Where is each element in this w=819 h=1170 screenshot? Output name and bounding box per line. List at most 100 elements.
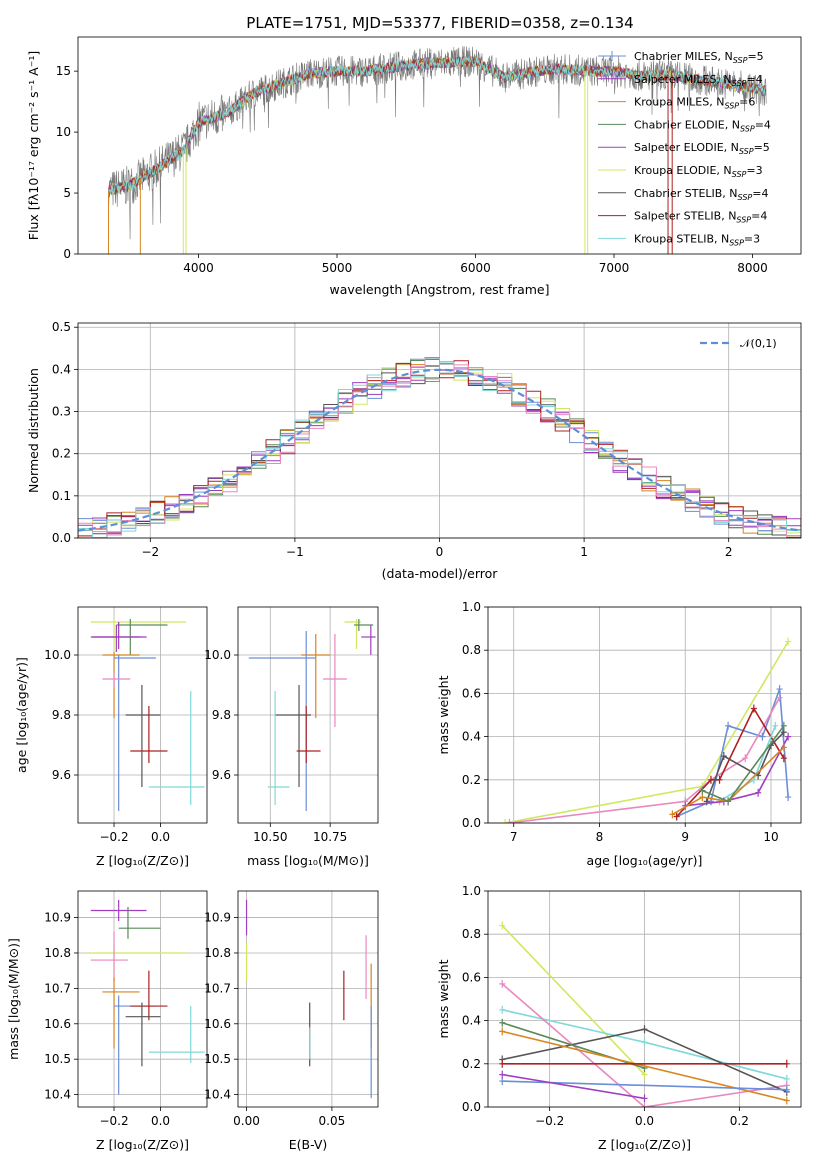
- weight-marker: [785, 732, 792, 741]
- legend-label-suffix: =6: [739, 96, 755, 109]
- model-gap-line: [182, 146, 187, 254]
- legend-label: Chabrier MILES, NSSP=5: [634, 50, 764, 65]
- weight-marker: [716, 775, 723, 784]
- x-axis-label: mass [log₁₀(M/M⊙)]: [247, 853, 369, 868]
- y-tick-label: 0.3: [52, 405, 71, 419]
- legend-label-main: Kroupa MILES, N: [634, 96, 724, 109]
- errorbar-chabrier-miles: [114, 995, 156, 1095]
- y-tick-label: 10.4: [44, 1088, 71, 1102]
- panel-age_vs_Z: −0.2 0.0 9.6 9.8 10.0 Z [log₁₀(Z/Z⊙)] age [log…: [14, 606, 208, 868]
- plot-area-weight_vs_Z: [499, 921, 790, 1107]
- y-axis-label: age [log₁₀(age/yr)]: [14, 657, 29, 773]
- weight-series-salpeter-elodie: [499, 1070, 648, 1103]
- legend-label-suffix: =4: [746, 73, 762, 86]
- y-tick-label: 0.5: [52, 320, 71, 334]
- weight-marker: [785, 637, 792, 646]
- errorbar-extra-pink: [322, 634, 347, 727]
- x-tick-label: 0.0: [151, 1114, 170, 1128]
- y-tick-label: 10.5: [44, 1052, 71, 1066]
- legend-label-sub: SSP: [724, 102, 739, 111]
- x-tick-label: 7000: [599, 261, 630, 275]
- errorbar-kroupa-elodie: [88, 945, 187, 982]
- y-tick-label: 9.8: [52, 708, 71, 722]
- legend-label-suffix: =5: [747, 50, 763, 63]
- weight-marker: [673, 812, 680, 821]
- weight-marker: [707, 775, 714, 784]
- x-tick-label: 10.75: [313, 830, 347, 844]
- x-axis-label: (data-model)/error: [382, 566, 499, 581]
- weight-marker: [499, 1018, 506, 1027]
- weight-series-kroupa-stelib: [499, 1005, 790, 1083]
- weight-line: [502, 1073, 645, 1100]
- weight-line: [501, 983, 787, 1107]
- errorbar-salpeter-elodie: [90, 899, 147, 922]
- errorbar-kroupa-miles: [102, 977, 140, 1049]
- histogram-extra_pink: [78, 357, 801, 538]
- x-tick-label: 4000: [183, 261, 214, 275]
- legend-label-sub: SSP: [732, 79, 747, 88]
- x-tick-label: 10: [763, 830, 778, 844]
- x-axis-label: E(B-V): [289, 1137, 328, 1152]
- axes-frame: [237, 606, 379, 824]
- y-tick-label: 10.9: [204, 911, 231, 925]
- panel-weight_vs_age: 7 8 9 10 0.0 0.2 0.4 0.6 0.8 1.0 age [log₁₀(age/yr…: [436, 600, 802, 868]
- y-tick-label: 10.8: [204, 946, 231, 960]
- weight-marker: [641, 1103, 648, 1107]
- weight-marker: [641, 1094, 648, 1103]
- plot-area-weight_vs_age: [502, 637, 792, 823]
- y-tick-label: 0.6: [462, 970, 481, 984]
- y-tick-label: 0.6: [462, 686, 481, 700]
- x-tick-label: −1: [286, 545, 304, 559]
- y-tick-label: 15: [56, 64, 71, 78]
- x-tick-label: −2: [141, 545, 159, 559]
- weight-series-salpeter-stelib: [673, 704, 787, 821]
- y-tick-label: 0.1: [52, 489, 71, 503]
- x-tick-label: 0.0: [635, 1114, 654, 1128]
- y-tick-label: 10.5: [204, 1052, 231, 1066]
- panel-weight_vs_Z: −0.2 0.0 0.2 0.0 0.2 0.4 0.6 0.8 1.0 Z [log₁₀(Z/Z…: [436, 884, 802, 1152]
- y-tick-label: 10.8: [44, 946, 71, 960]
- errorbar-salpeter-stelib: [130, 970, 168, 1021]
- errorbar-chabrier-elodie: [354, 619, 374, 631]
- legend-label-main: Chabrier ELODIE, N: [634, 118, 740, 131]
- weight-marker: [783, 1059, 790, 1068]
- weight-marker: [759, 732, 766, 741]
- legend-label-sub: SSP: [739, 147, 754, 156]
- legend-label-suffix: =3: [744, 232, 760, 245]
- errorbar-extra-pink: [102, 673, 131, 688]
- legend-label-sub: SSP: [733, 56, 748, 65]
- errorbar-kroupa-stelib: [267, 691, 290, 805]
- legend-label: Kroupa MILES, NSSP=6: [634, 96, 755, 111]
- x-tick-label: 8000: [737, 261, 768, 275]
- errorbar-chabrier-miles: [114, 655, 156, 811]
- legend-label: Chabrier ELODIE, NSSP=4: [634, 118, 771, 133]
- plot-area-spectrum: [107, 46, 767, 254]
- weight-marker: [506, 819, 513, 823]
- model-gap-line: [107, 178, 141, 254]
- legend-label: Salpeter STELIB, NSSP=4: [634, 210, 767, 225]
- weight-marker: [641, 1025, 648, 1034]
- weight-marker: [776, 693, 783, 702]
- page-title: PLATE=1751, MJD=53377, FIBERID=0358, z=0…: [246, 14, 633, 32]
- weight-marker: [783, 1085, 790, 1094]
- weight-marker: [641, 1038, 648, 1047]
- weight-marker: [725, 721, 732, 730]
- legend-label: Chabrier STELIB, NSSP=4: [634, 187, 768, 202]
- legend-label-sub: SSP: [729, 238, 744, 247]
- y-tick-label: 10.6: [204, 1017, 231, 1031]
- weight-marker: [780, 754, 787, 763]
- y-tick-label: 9.6: [52, 768, 71, 782]
- weight-line: [501, 925, 646, 1076]
- y-tick-label: 0.8: [462, 927, 481, 941]
- model-line-kroupa-stelib: [108, 55, 767, 195]
- errorbar-kroupa-stelib: [148, 1006, 205, 1063]
- legend-label-suffix: =3: [746, 164, 762, 177]
- weight-marker: [699, 786, 706, 795]
- weight-marker: [499, 1059, 506, 1068]
- plot-area-residuals: [78, 357, 801, 538]
- weight-series-kroupa-elodie: [499, 921, 648, 1079]
- axes-frame: [77, 606, 208, 824]
- x-tick-label: 0.0: [151, 830, 170, 844]
